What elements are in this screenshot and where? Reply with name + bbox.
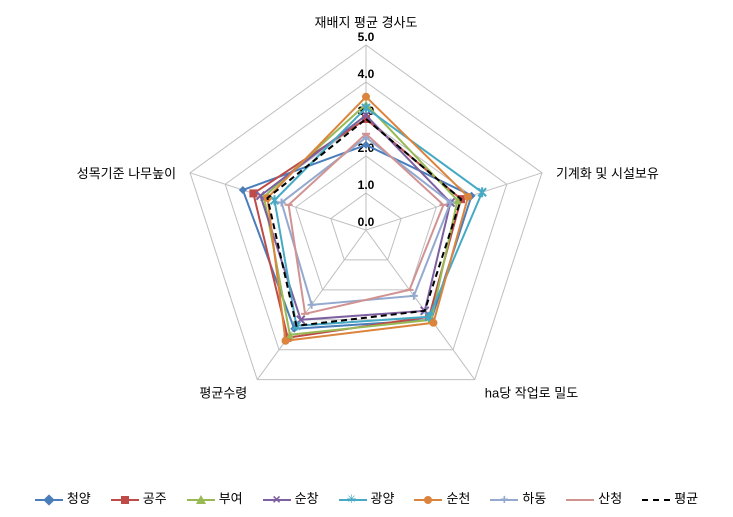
legend-swatch (35, 494, 63, 506)
legend-swatch: × (263, 494, 291, 506)
axis-label: ha당 작업로 밀도 (485, 386, 578, 401)
legend-label: 하동 (522, 491, 546, 506)
legend-label: 광양 (371, 491, 395, 506)
axis-label: 기계화 및 시설보유 (556, 166, 659, 181)
legend-swatch (111, 494, 139, 506)
legend-label: 순천 (446, 491, 470, 506)
legend-label: 부여 (219, 491, 243, 506)
legend-label: 평균 (674, 491, 698, 506)
legend-item: 부여 (187, 488, 243, 507)
legend-swatch (187, 494, 215, 506)
svg-text:4.0: 4.0 (358, 67, 375, 81)
legend-swatch: – (566, 494, 594, 506)
legend-label: 공주 (143, 491, 167, 506)
legend-item: 평균 (642, 488, 698, 507)
axis-label: 재배지 평균 경사도 (315, 15, 418, 30)
legend-label: 순창 (295, 491, 319, 506)
svg-text:0.0: 0.0 (358, 215, 375, 229)
axis-label: 성목기준 나무높이 (77, 166, 176, 181)
chart-legend: 청양 공주 부여 × 순창 ✳ 광양 순천 + 하동 –산청 평균 (0, 488, 733, 507)
radar-chart-container: 0.01.02.03.04.05.0재배지 평균 경사도기계화 및 시설보유ha… (0, 0, 733, 517)
legend-item: –산청 (566, 488, 622, 507)
legend-item: 순천 (414, 488, 470, 507)
legend-label: 청양 (67, 491, 91, 506)
legend-swatch (642, 494, 670, 506)
svg-text:1.0: 1.0 (358, 178, 375, 192)
legend-item: × 순창 (263, 488, 319, 507)
legend-item: ✳ 광양 (339, 488, 395, 507)
legend-swatch: ✳ (339, 494, 367, 506)
radar-chart: 0.01.02.03.04.05.0재배지 평균 경사도기계화 및 시설보유ha… (0, 0, 733, 460)
legend-swatch: + (490, 494, 518, 506)
legend-label: 산청 (598, 491, 622, 506)
legend-item: 청양 (35, 488, 91, 507)
legend-swatch (414, 494, 442, 506)
legend-item: + 하동 (490, 488, 546, 507)
axis-label: 평균수령 (199, 386, 247, 401)
svg-text:5.0: 5.0 (358, 30, 375, 44)
legend-item: 공주 (111, 488, 167, 507)
